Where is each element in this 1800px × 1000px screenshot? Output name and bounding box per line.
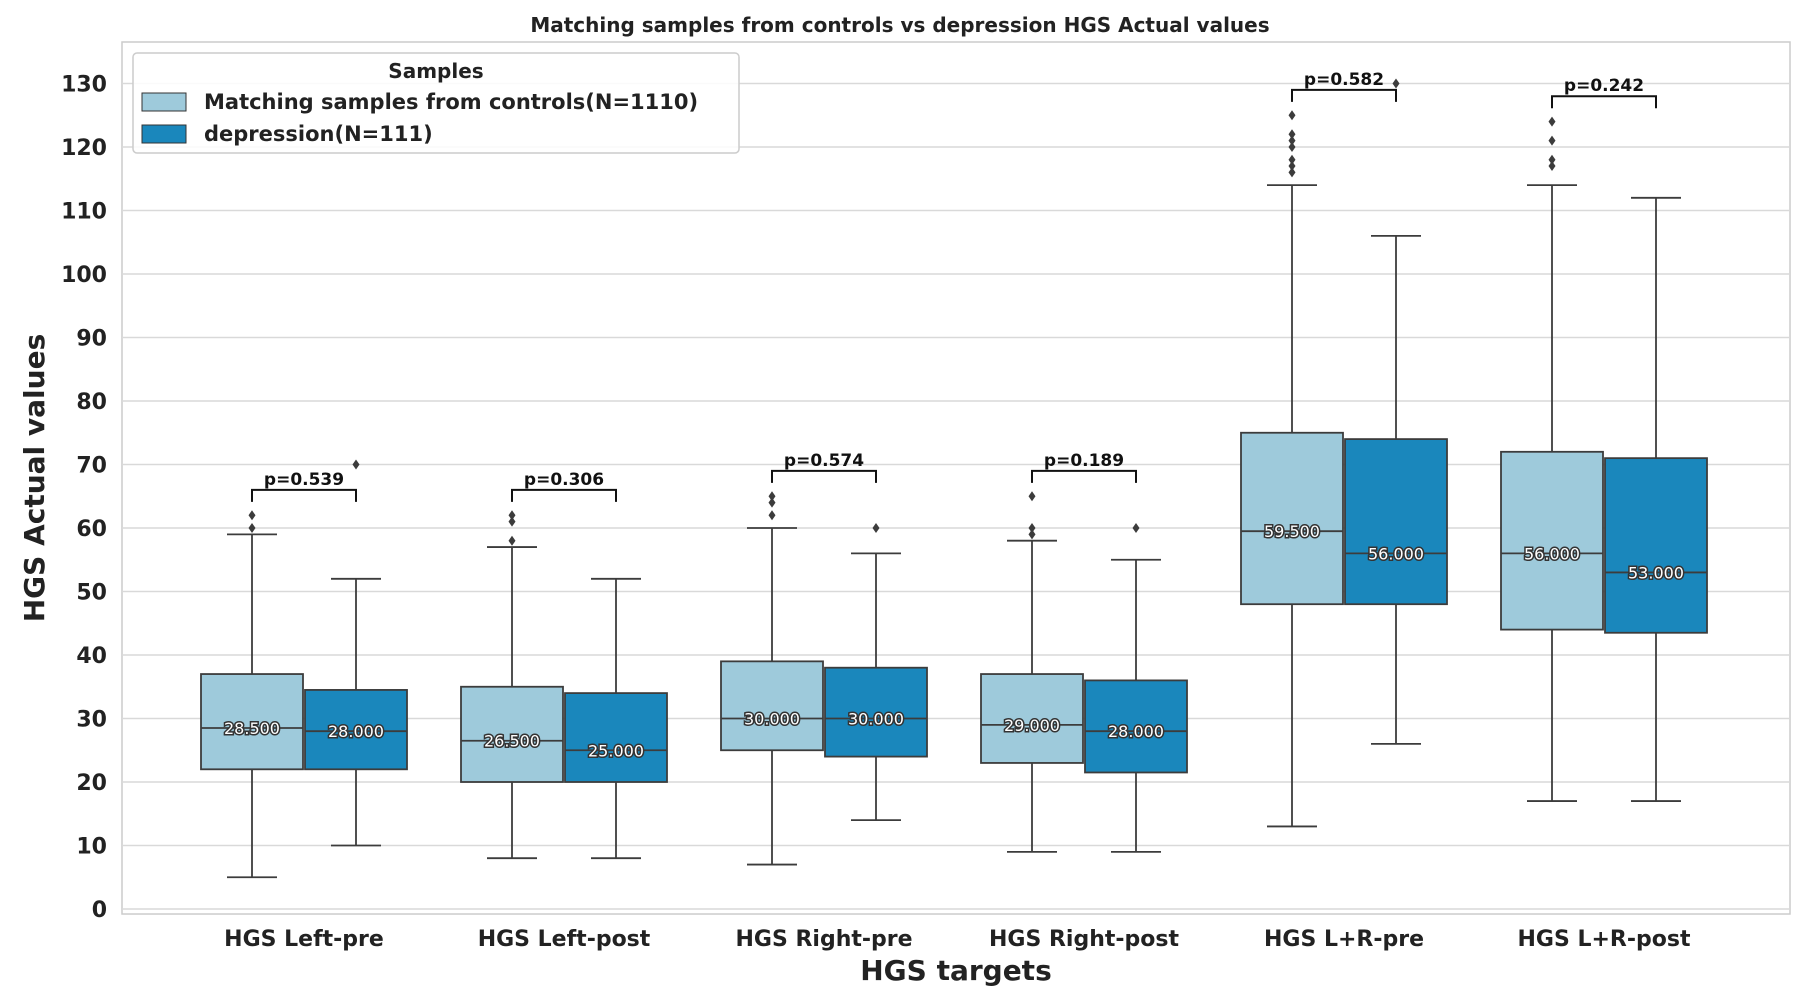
- outlier-point: [1288, 142, 1296, 152]
- median-label: 26.500: [484, 732, 540, 751]
- significance-bracket: [1031, 469, 1137, 483]
- x-tick-label: HGS L+R-pre: [1264, 927, 1424, 952]
- y-tick-label: 60: [76, 517, 107, 542]
- legend-label-depression: depression(N=111): [204, 122, 433, 146]
- outlier-point: [1028, 523, 1036, 533]
- outlier-point: [1548, 116, 1556, 127]
- legend-frame: [132, 52, 740, 154]
- box: [200, 673, 304, 771]
- y-tick-label: 20: [76, 771, 107, 796]
- box: [1604, 457, 1708, 634]
- outlier-point: [508, 516, 516, 527]
- y-tick-label: 50: [76, 581, 107, 606]
- x-axis-label: HGS targets: [860, 954, 1052, 987]
- outlier-point: [1392, 78, 1400, 89]
- outlier-point: [872, 523, 880, 533]
- box: [304, 689, 408, 771]
- box: [460, 685, 564, 783]
- box-series: 28.500 26.500 30.000 29.000 59.500 56.000 28.0…: [200, 78, 1708, 879]
- y-tick-label: 100: [61, 263, 107, 288]
- outlier-point: [1288, 161, 1296, 172]
- box: [1500, 450, 1604, 631]
- y-axis-label: HGS Actual values: [18, 334, 51, 623]
- y-tick-label: 80: [76, 390, 107, 415]
- p-value-label: p=0.582: [1304, 70, 1384, 90]
- outlier-point: [1548, 154, 1556, 165]
- p-value-label: p=0.539: [264, 470, 344, 490]
- x-tick-label: HGS Right-pre: [735, 927, 912, 952]
- p-value-annotations: p=0.539 p=0.306 p=0.574 p=0.189 p=0.582 p=0.2…: [251, 70, 1657, 502]
- median-label: 56.000: [1524, 544, 1580, 563]
- chart-title: Matching samples from controls vs depres…: [530, 13, 1269, 37]
- median-label: 28.500: [224, 719, 280, 738]
- y-tick-label: 0: [92, 898, 107, 923]
- outlier-point: [508, 510, 516, 521]
- box: [1240, 431, 1344, 606]
- outlier-point: [1548, 135, 1556, 146]
- significance-bracket: [511, 488, 617, 502]
- p-value-label: p=0.574: [784, 451, 864, 471]
- median-label: 25.000: [588, 741, 644, 760]
- box: [720, 660, 824, 752]
- median-label: 29.000: [1004, 716, 1060, 735]
- outlier-point: [352, 459, 360, 470]
- outlier-point: [248, 523, 256, 533]
- y-tick-label: 70: [76, 454, 107, 479]
- median-label: 28.000: [1108, 722, 1164, 741]
- box: [1084, 679, 1188, 774]
- outlier-point: [248, 510, 256, 521]
- box: [1344, 438, 1448, 606]
- outlier-point: [1028, 491, 1036, 502]
- outlier-point: [1288, 154, 1296, 165]
- y-tick-labels: 0 10 20 30 40 50 60 70 80 90 100 110 120 130: [61, 73, 107, 924]
- outlier-point: [768, 497, 776, 508]
- significance-bracket: [771, 469, 877, 483]
- outlier-point: [1288, 129, 1296, 140]
- box: [564, 692, 668, 783]
- p-value-label: p=0.306: [524, 470, 604, 490]
- median-label: 53.000: [1628, 563, 1684, 582]
- outlier-point: [1288, 110, 1296, 121]
- legend-label-controls: Matching samples from controls(N=1110): [204, 90, 698, 114]
- p-value-label: p=0.242: [1564, 76, 1644, 96]
- median-label: 30.000: [744, 710, 800, 729]
- legend-title: Samples: [388, 59, 483, 83]
- y-tick-label: 130: [61, 73, 107, 98]
- legend-swatch-depression: [141, 124, 187, 144]
- x-tick-label: HGS L+R-post: [1518, 927, 1691, 952]
- legend: Samples Matching samples from controls(N…: [132, 52, 740, 154]
- outlier-point: [1028, 529, 1036, 540]
- y-tick-label: 120: [61, 136, 107, 161]
- outlier-point: [1548, 161, 1556, 172]
- legend-swatch-controls: [141, 92, 187, 112]
- outlier-point: [1132, 523, 1140, 533]
- outlier-point: [768, 491, 776, 502]
- y-tick-label: 40: [76, 644, 107, 669]
- x-tick-labels: HGS Left-pre HGS Left-post HGS Right-pre HG…: [224, 927, 1691, 952]
- outlier-point: [768, 510, 776, 521]
- y-tick-label: 110: [61, 200, 107, 225]
- box: [824, 666, 928, 758]
- median-label: 59.500: [1264, 522, 1320, 541]
- outlier-point: [1288, 167, 1296, 178]
- significance-bracket: [1551, 95, 1657, 109]
- p-value-label: p=0.189: [1044, 451, 1124, 471]
- significance-bracket: [251, 488, 357, 502]
- x-tick-label: HGS Left-pre: [224, 927, 384, 952]
- y-tick-label: 90: [76, 327, 107, 352]
- median-label: 56.000: [1368, 544, 1424, 563]
- box: [980, 673, 1084, 764]
- x-tick-label: HGS Right-post: [989, 927, 1179, 952]
- x-tick-label: HGS Left-post: [478, 927, 651, 952]
- y-tick-label: 30: [76, 708, 107, 733]
- outlier-point: [508, 535, 516, 546]
- median-label: 28.000: [328, 722, 384, 741]
- outlier-point: [1288, 135, 1296, 146]
- median-label: 30.000: [848, 710, 904, 729]
- y-tick-label: 10: [76, 835, 107, 860]
- significance-bracket: [1291, 88, 1397, 102]
